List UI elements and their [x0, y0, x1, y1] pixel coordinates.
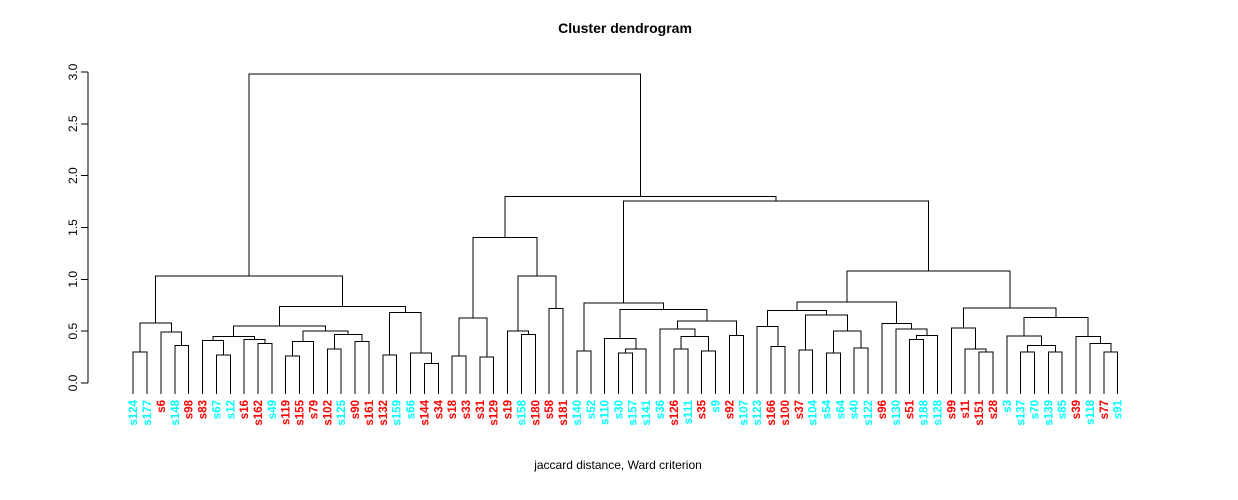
- leaf-label-s9: s9: [711, 400, 723, 413]
- leaf-label-s64: s64: [835, 399, 847, 419]
- y-tick-label: 1.0: [66, 271, 80, 288]
- leaf-label-s141: s141: [641, 399, 653, 425]
- leaf-label-s166: s166: [766, 400, 778, 426]
- leaf-label-s31: s31: [475, 399, 487, 419]
- leaf-label-s77: s77: [1099, 400, 1111, 419]
- leaf-label-s6: s6: [156, 400, 168, 413]
- leaf-label-s157: s157: [627, 400, 639, 426]
- leaf-label-s181: s181: [558, 399, 570, 425]
- leaf-label-s139: s139: [1043, 400, 1055, 426]
- leaf-label-s158: s158: [516, 399, 528, 425]
- leaf-label-s162: s162: [253, 400, 265, 426]
- chart-title: Cluster dendrogram: [558, 20, 692, 36]
- leaf-label-s151: s151: [974, 399, 986, 425]
- leaf-label-s39: s39: [1071, 400, 1083, 419]
- leaf-label-s40: s40: [849, 400, 861, 419]
- leaf-label-s51: s51: [905, 399, 917, 419]
- leaf-label-s102: s102: [322, 400, 334, 426]
- leaf-label-s177: s177: [142, 400, 154, 426]
- leaf-label-s18: s18: [447, 399, 459, 419]
- leaf-label-s118: s118: [1085, 399, 1097, 425]
- leaf-label-s126: s126: [669, 400, 681, 426]
- y-tick-label: 0.5: [66, 323, 80, 340]
- leaf-label-s35: s35: [697, 399, 709, 419]
- leaf-label-s123: s123: [752, 400, 764, 426]
- leaf-label-s100: s100: [780, 400, 792, 426]
- leaf-label-s122: s122: [863, 400, 875, 426]
- leaf-label-s66: s66: [406, 400, 418, 419]
- leaf-label-s49: s49: [267, 400, 279, 419]
- leaf-label-s159: s159: [392, 400, 404, 426]
- leaf-label-s30: s30: [614, 400, 626, 419]
- leaf-label-s19: s19: [503, 400, 515, 419]
- leaf-label-s110: s110: [600, 400, 612, 425]
- leaf-label-s129: s129: [489, 400, 501, 426]
- y-tick-label: 2.0: [66, 167, 80, 184]
- leaf-label-s70: s70: [1029, 400, 1041, 419]
- leaf-label-s137: s137: [1016, 400, 1028, 426]
- leaf-label-s91: s91: [1113, 399, 1125, 419]
- leaf-label-s132: s132: [378, 400, 390, 426]
- leaf-label-s16: s16: [239, 400, 251, 419]
- leaf-label-s104: s104: [808, 399, 820, 425]
- leaf-label-s140: s140: [572, 400, 584, 426]
- leaf-labels: s124 s177 s6 s148 s98 s83 s67 s12 s16 s162 s49 s119…: [128, 399, 1124, 425]
- leaf-label-s128: s128: [932, 399, 944, 425]
- y-tick-label: 3.0: [66, 63, 80, 80]
- leaf-label-s54: s54: [822, 399, 834, 419]
- leaf-label-s83: s83: [198, 400, 210, 419]
- y-axis: 0.0 0.5 1.0 1.5 2.0 2.5 3.0: [66, 63, 89, 391]
- leaf-label-s67: s67: [211, 400, 223, 419]
- leaf-label-s130: s130: [891, 400, 903, 426]
- leaf-label-s144: s144: [419, 399, 431, 425]
- leaf-label-s111: s111: [683, 399, 695, 424]
- leaf-label-s52: s52: [586, 400, 598, 419]
- leaf-label-s33: s33: [461, 400, 473, 419]
- leaf-label-s34: s34: [433, 399, 445, 419]
- leaf-label-s119: s119: [281, 400, 293, 425]
- leaf-label-s12: s12: [225, 400, 237, 419]
- leaf-label-s92: s92: [724, 400, 736, 419]
- leaf-label-s98: s98: [184, 399, 196, 419]
- dendrogram-links: [132, 73, 1119, 394]
- leaf-label-s3: s3: [1002, 400, 1014, 413]
- leaf-label-s90: s90: [350, 400, 362, 419]
- leaf-label-s148: s148: [170, 399, 182, 425]
- leaf-label-s161: s161: [364, 399, 376, 425]
- leaf-label-s124: s124: [128, 399, 140, 425]
- y-tick-label: 2.5: [66, 115, 80, 132]
- leaf-label-s180: s180: [530, 400, 542, 426]
- leaf-label-s96: s96: [877, 400, 889, 419]
- leaf-label-s58: s58: [544, 399, 556, 419]
- leaf-label-s28: s28: [988, 399, 1000, 419]
- leaf-label-s99: s99: [946, 400, 958, 419]
- x-axis-label: jaccard distance, Ward criterion: [533, 458, 702, 472]
- leaf-label-s37: s37: [794, 400, 806, 419]
- leaf-label-s36: s36: [655, 400, 667, 419]
- y-tick-label: 0.0: [66, 374, 80, 391]
- leaf-label-s85: s85: [1057, 399, 1069, 419]
- leaf-label-s79: s79: [308, 400, 320, 419]
- leaf-label-s188: s188: [919, 399, 931, 425]
- leaf-label-s125: s125: [336, 399, 348, 425]
- leaf-label-s11: s11: [960, 399, 972, 418]
- leaf-label-s155: s155: [295, 399, 307, 425]
- leaf-label-s107: s107: [738, 400, 750, 426]
- y-tick-label: 1.5: [66, 219, 80, 236]
